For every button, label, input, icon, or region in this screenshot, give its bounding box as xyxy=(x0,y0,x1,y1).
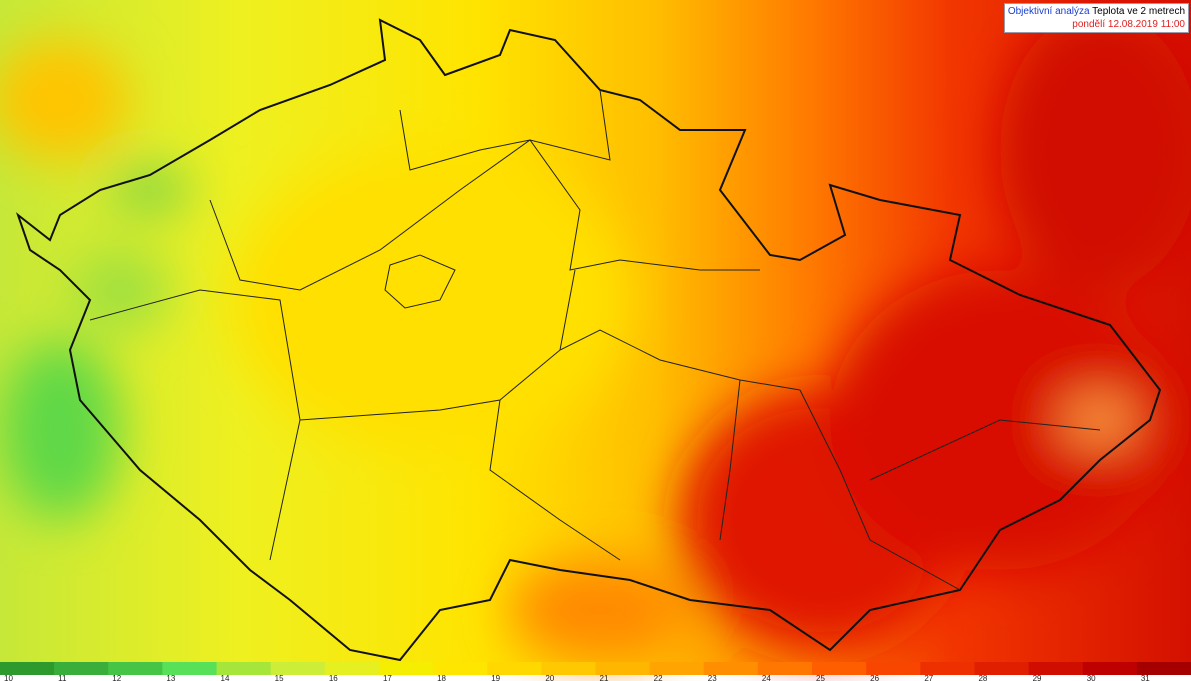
legend-label: 25 xyxy=(816,674,825,681)
legend-label: 12 xyxy=(112,674,121,681)
legend-label: 31 xyxy=(1141,674,1150,681)
legend-swatch xyxy=(812,662,867,675)
analysis-time: pondělí 12.08.2019 11:00 xyxy=(1072,19,1185,30)
legend-label: 21 xyxy=(600,674,609,681)
legend-label: 10 xyxy=(4,674,13,681)
legend-swatch xyxy=(162,662,218,675)
legend-swatch xyxy=(1028,662,1084,675)
legend-swatch xyxy=(595,662,651,675)
legend-swatch xyxy=(703,662,759,675)
legend-swatch xyxy=(108,662,163,675)
legend-swatch xyxy=(487,662,542,675)
legend-label: 14 xyxy=(221,674,230,681)
legend-label: 17 xyxy=(383,674,392,681)
legend-label: 26 xyxy=(870,674,879,681)
legend-swatch xyxy=(54,662,109,675)
legend-label: 24 xyxy=(762,674,771,681)
region-borders xyxy=(89,89,1101,591)
legend-swatch xyxy=(378,662,434,675)
legend-label: 30 xyxy=(1087,674,1096,681)
legend-swatch xyxy=(433,662,488,675)
legend-label: 29 xyxy=(1033,674,1042,681)
product-name: Objektivní analýza xyxy=(1007,6,1090,17)
legend-label: 16 xyxy=(329,674,338,681)
legend-label: 27 xyxy=(924,674,933,681)
legend-swatch xyxy=(649,662,705,675)
legend-label: 18 xyxy=(437,674,446,681)
legend-swatch xyxy=(757,662,813,675)
legend-label: 19 xyxy=(491,674,500,681)
legend-label: 20 xyxy=(545,674,554,681)
legend-label: 11 xyxy=(58,674,67,681)
legend-swatch xyxy=(216,662,272,675)
legend-swatch xyxy=(0,662,55,675)
legend-label: 28 xyxy=(978,674,987,681)
map-title: Teplota ve 2 metrech xyxy=(1092,6,1185,17)
legend-label: 23 xyxy=(708,674,717,681)
legend-swatch xyxy=(1082,662,1138,675)
legend-swatch xyxy=(1136,662,1191,675)
legend-label: 15 xyxy=(275,674,284,681)
legend-swatch xyxy=(974,662,1030,675)
header-box: Objektivní analýza Teplota ve 2 metrech … xyxy=(1003,3,1189,33)
legend-label: 13 xyxy=(166,674,175,681)
legend-swatch xyxy=(920,662,975,675)
legend-swatch xyxy=(866,662,921,675)
country-border xyxy=(15,18,1162,662)
legend-swatch xyxy=(270,662,326,675)
legend-label: 22 xyxy=(654,674,663,681)
legend-swatch xyxy=(541,662,596,675)
legend-swatch xyxy=(324,662,380,675)
